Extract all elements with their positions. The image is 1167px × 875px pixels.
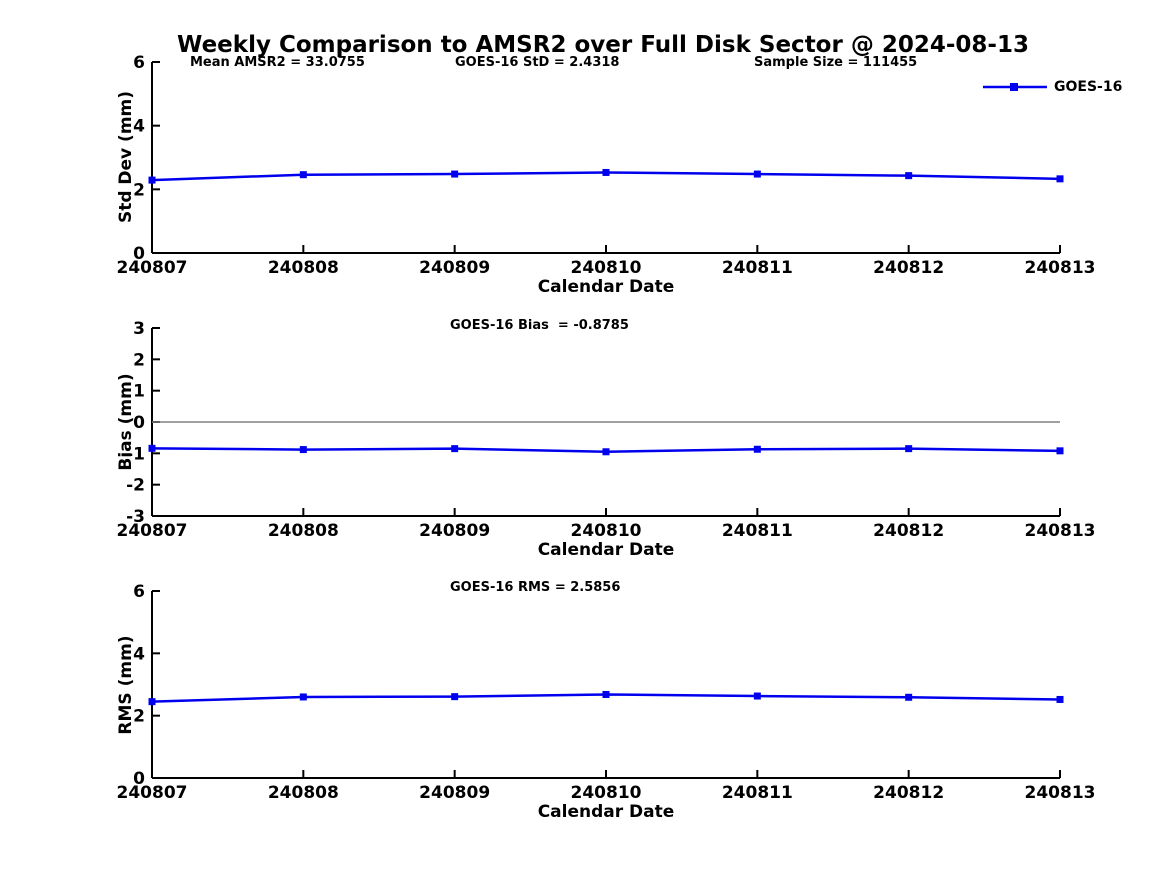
svg-text:-2: -2 [126,476,145,496]
svg-text:0: 0 [133,413,145,433]
annotation-goes16-bias: GOES-16 Bias = -0.8785 [450,318,629,333]
bias-x-axis-label: Calendar Date [537,540,675,560]
svg-text:240809: 240809 [419,521,490,541]
annotation-sample-size: Sample Size = 111455 [754,55,918,70]
svg-text:240813: 240813 [1025,521,1096,541]
svg-text:240812: 240812 [873,783,944,803]
svg-text:240808: 240808 [268,783,339,803]
svg-text:3: 3 [133,319,145,339]
svg-text:240811: 240811 [722,521,793,541]
svg-text:240813: 240813 [1025,783,1096,803]
legend-line-icon [983,83,1047,91]
svg-text:240813: 240813 [1025,258,1096,278]
svg-text:1: 1 [133,382,145,402]
svg-text:240808: 240808 [268,258,339,278]
stddev-x-axis-label: Calendar Date [537,277,675,297]
svg-text:4: 4 [133,644,145,664]
svg-text:240812: 240812 [873,521,944,541]
svg-text:240807: 240807 [117,258,188,278]
svg-text:240810: 240810 [571,783,642,803]
annotation-goes16-std: GOES-16 StD = 2.4318 [455,55,620,70]
rms-x-axis-label: Calendar Date [537,802,675,822]
annotation-mean-amsr2: Mean AMSR2 = 33.0755 [190,55,365,70]
svg-text:240807: 240807 [117,521,188,541]
svg-text:0: 0 [133,769,145,789]
svg-text:240809: 240809 [419,258,490,278]
legend: GOES-16 [983,79,1122,95]
svg-text:240807: 240807 [117,783,188,803]
svg-text:6: 6 [133,53,145,73]
svg-text:240808: 240808 [268,521,339,541]
annotation-goes16-rms: GOES-16 RMS = 2.5856 [450,580,621,595]
svg-text:4: 4 [133,117,145,137]
svg-text:240811: 240811 [722,783,793,803]
legend-label: GOES-16 [1054,79,1123,95]
svg-text:240810: 240810 [571,258,642,278]
svg-text:2: 2 [133,350,145,370]
svg-text:-1: -1 [126,444,145,464]
svg-text:6: 6 [133,582,145,602]
svg-text:2: 2 [133,180,145,200]
svg-text:240809: 240809 [419,783,490,803]
figure-title: Weekly Comparison to AMSR2 over Full Dis… [177,32,1029,58]
svg-text:240810: 240810 [571,521,642,541]
svg-text:2: 2 [133,707,145,727]
svg-text:240812: 240812 [873,258,944,278]
svg-text:-3: -3 [126,507,145,527]
svg-text:0: 0 [133,244,145,264]
svg-text:240811: 240811 [722,258,793,278]
